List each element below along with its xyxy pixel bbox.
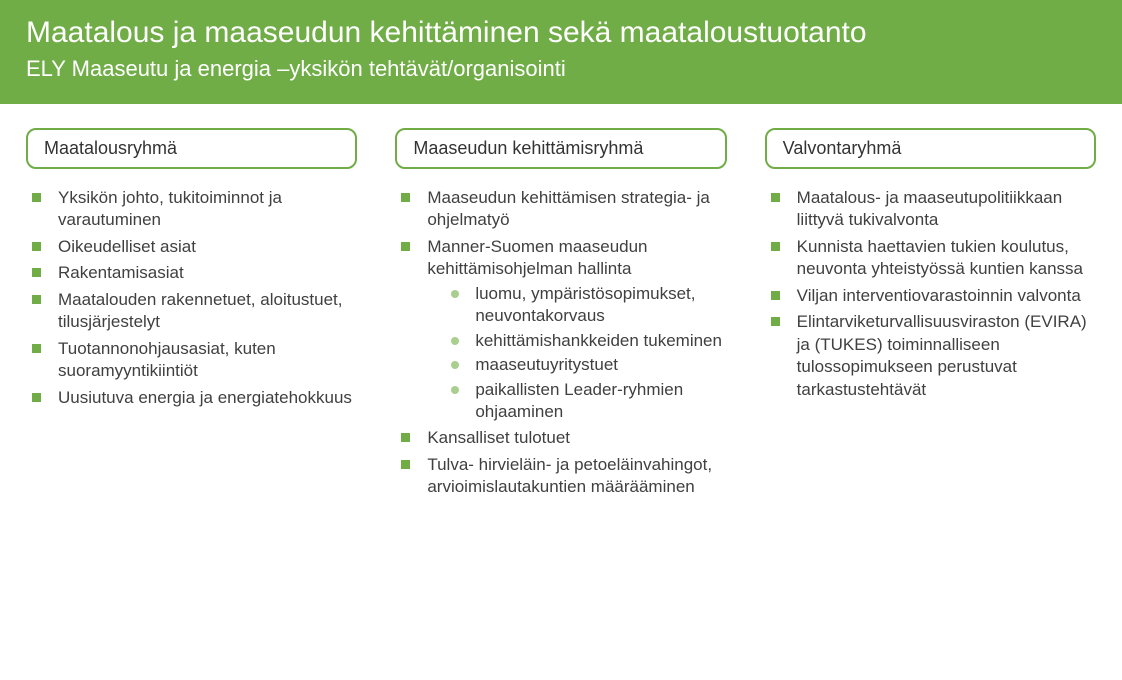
list-item: Maatalous- ja maaseutupolitiikkaan liitt… (769, 187, 1096, 232)
list-item: Uusiutuva energia ja energiatehokkuus (30, 387, 357, 409)
group-title: Valvontaryhmä (765, 128, 1096, 169)
sub-list-item: maaseutuyritystuet (451, 354, 726, 376)
list-item: Tulva- hirvieläin- ja petoeläinvahingot,… (399, 454, 726, 499)
list-item: Yksikön johto, tukitoiminnot ja varautum… (30, 187, 357, 232)
sub-list-item: paikallisten Leader-ryhmien ohjaaminen (451, 379, 726, 424)
list-item: Manner-Suomen maaseudun kehittämisohjelm… (399, 236, 726, 424)
list-item: Maaseudun kehittämisen strategia- ja ohj… (399, 187, 726, 232)
page-subtitle: ELY Maaseutu ja energia –yksikön tehtävä… (26, 56, 1096, 82)
list-item: Maatalouden rakennetuet, aloitustuet, ti… (30, 289, 357, 334)
list-item: Oikeudelliset asiat (30, 236, 357, 258)
list-item: Elintarviketurvallisuusviraston (EVIRA) … (769, 311, 1096, 401)
sub-list-item: kehittämishankkeiden tukeminen (451, 330, 726, 352)
column-valvontaryhma: Valvontaryhmä Maatalous- ja maaseutupoli… (765, 128, 1096, 503)
sub-list: luomu, ympäristösopimukset, neuvontakorv… (427, 283, 726, 424)
list-item: Viljan interventiovarastoinnin valvonta (769, 285, 1096, 307)
list-item-text: Manner-Suomen maaseudun kehittämisohjelm… (427, 237, 647, 278)
item-list: Maaseudun kehittämisen strategia- ja ohj… (395, 187, 726, 499)
list-item: Rakentamisasiat (30, 262, 357, 284)
columns-container: Maatalousryhmä Yksikön johto, tukitoimin… (0, 104, 1122, 503)
group-title: Maatalousryhmä (26, 128, 357, 169)
list-item: Kunnista haettavien tukien koulutus, neu… (769, 236, 1096, 281)
column-maaseudun-kehittamisryhma: Maaseudun kehittämisryhmä Maaseudun kehi… (395, 128, 726, 503)
group-title: Maaseudun kehittämisryhmä (395, 128, 726, 169)
header-banner: Maatalous ja maaseudun kehittäminen sekä… (0, 0, 1122, 104)
sub-list-item: luomu, ympäristösopimukset, neuvontakorv… (451, 283, 726, 328)
column-maatalousryhma: Maatalousryhmä Yksikön johto, tukitoimin… (26, 128, 357, 503)
list-item: Kansalliset tulotuet (399, 427, 726, 449)
item-list: Yksikön johto, tukitoiminnot ja varautum… (26, 187, 357, 409)
item-list: Maatalous- ja maaseutupolitiikkaan liitt… (765, 187, 1096, 401)
list-item: Tuotannonohjausasiat, kuten suoramyyntik… (30, 338, 357, 383)
page-title: Maatalous ja maaseudun kehittäminen sekä… (26, 16, 1096, 50)
